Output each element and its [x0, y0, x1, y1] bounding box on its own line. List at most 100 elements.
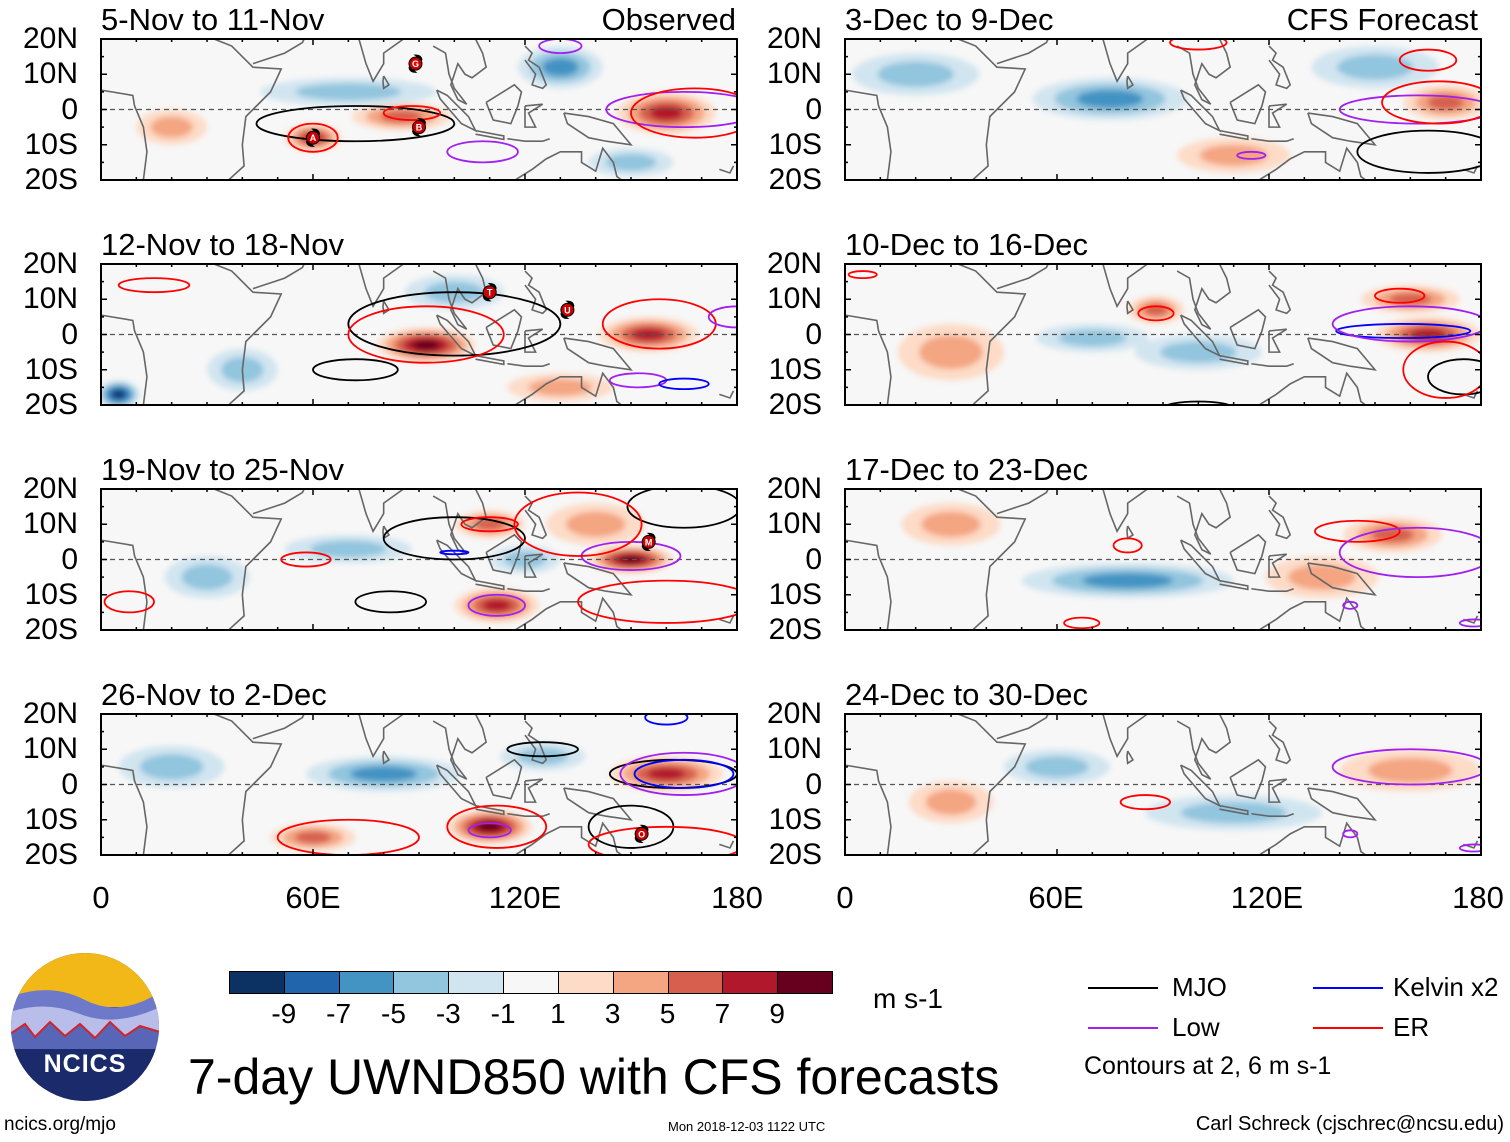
colorbar-label: 1: [550, 998, 566, 1029]
colorbar-label: -1: [490, 998, 516, 1029]
coastline: [513, 371, 623, 405]
contour-er: [287, 122, 339, 153]
coastline: [845, 539, 892, 630]
coastline: [1219, 129, 1249, 141]
y-tick-label: 20S: [24, 613, 78, 646]
contour-er: [382, 105, 442, 121]
coastline: [252, 489, 306, 515]
anomaly-region: [1288, 564, 1356, 590]
coastline: [1268, 553, 1288, 578]
anomaly-region: [310, 540, 387, 558]
x-tick-label-right-60e: 60E: [1028, 880, 1084, 915]
y-tick-label: 0: [61, 92, 78, 126]
coastline: [957, 39, 1027, 180]
contour-er: [513, 491, 643, 557]
coastline: [1126, 300, 1135, 315]
coastline: [475, 579, 505, 591]
y-tick-label: 20S: [768, 838, 822, 871]
legend-label-er: ER: [1393, 1012, 1430, 1042]
coastline: [485, 83, 523, 125]
coastline: [957, 489, 1027, 630]
coastline: [213, 489, 283, 630]
anomaly-region: [1180, 802, 1287, 824]
y-tick-label: 0: [61, 317, 78, 351]
contour-er: [1063, 616, 1101, 630]
coastline: [507, 812, 550, 818]
anomaly-region: [150, 116, 193, 138]
coastline: [1229, 758, 1267, 800]
y-tick-label: 20N: [766, 247, 822, 280]
coastline: [213, 264, 283, 405]
anomaly-region: [1336, 54, 1414, 80]
y-tick-label: 20S: [24, 388, 78, 421]
coastline: [213, 39, 283, 180]
coastline: [524, 553, 544, 578]
coastline: [845, 764, 892, 855]
contour-er: [1119, 794, 1171, 811]
colorbar-label: 9: [769, 998, 785, 1029]
legend-line-kelvin: [1313, 987, 1383, 989]
anomaly-region: [542, 58, 579, 77]
y-tick-label: 0: [61, 542, 78, 576]
y-tick-label: 10S: [768, 577, 822, 611]
anomaly-region: [181, 564, 233, 590]
contour-er: [1137, 305, 1175, 322]
footer-url[interactable]: ncics.org/mjo: [4, 1114, 116, 1135]
map-panel: G A B: [100, 38, 738, 181]
legend-line-mjo: [1088, 987, 1158, 989]
contour-kelvin: [1335, 323, 1472, 339]
y-tick-label: 20S: [768, 163, 822, 196]
y-tick-label: 10S: [768, 127, 822, 161]
coastline: [382, 75, 391, 90]
svg-text:U: U: [564, 305, 571, 315]
colorbar-label: -5: [381, 998, 406, 1029]
anomaly-region: [482, 599, 511, 612]
y-tick-label: 10S: [24, 802, 78, 836]
anomaly-region: [921, 511, 981, 537]
contour-er: [347, 305, 505, 364]
coastline: [382, 750, 391, 765]
coastline: [1219, 579, 1249, 591]
contour-mjo: [354, 590, 427, 614]
coastline: [435, 89, 478, 133]
coastline: [475, 129, 505, 141]
coastline: [1179, 314, 1222, 358]
contour-low: [619, 751, 737, 796]
coastline: [485, 308, 523, 350]
colorbar-label: 5: [659, 998, 676, 1029]
x-tick-label-right-120e: 120E: [1230, 880, 1304, 915]
y-tick-label: 10N: [22, 282, 78, 316]
contour-mjo: [1427, 358, 1481, 396]
tropical-cyclone-marker: M: [641, 532, 656, 552]
y-tick-label: 20N: [766, 697, 822, 730]
x-tick-label-right-0: 0: [836, 880, 854, 915]
anomaly-region: [925, 789, 977, 815]
coastline: [1101, 714, 1149, 759]
coastline: [432, 489, 488, 555]
x-tick-label-left-180: 180: [711, 880, 763, 915]
contour-note: Contours at 2, 6 m s-1: [1084, 1052, 1332, 1080]
contour-er: [280, 551, 332, 568]
legend-label-low: Low: [1172, 1012, 1220, 1042]
y-tick-label: 20N: [766, 472, 822, 505]
coastline: [357, 489, 405, 534]
coastline: [1257, 596, 1367, 630]
panel-title: 24-Dec to 30-Dec: [845, 677, 1088, 712]
coastline: [513, 821, 623, 855]
coastline: [957, 264, 1027, 405]
coastline: [1229, 308, 1267, 350]
svg-text:G: G: [412, 59, 419, 69]
coastline: [1101, 264, 1149, 309]
contour-low: [1331, 748, 1481, 786]
y-tick-label: 10N: [22, 507, 78, 541]
coastline: [719, 390, 735, 399]
contour-low: [467, 822, 512, 839]
coastline: [357, 714, 405, 759]
coastline: [1251, 812, 1294, 818]
contour-er: [276, 818, 420, 855]
y-tick-label: 0: [805, 542, 822, 576]
coastline: [252, 39, 306, 65]
anomaly-region: [112, 390, 125, 399]
anomaly-region: [1367, 757, 1453, 784]
colorbar-swatch: [393, 971, 450, 994]
